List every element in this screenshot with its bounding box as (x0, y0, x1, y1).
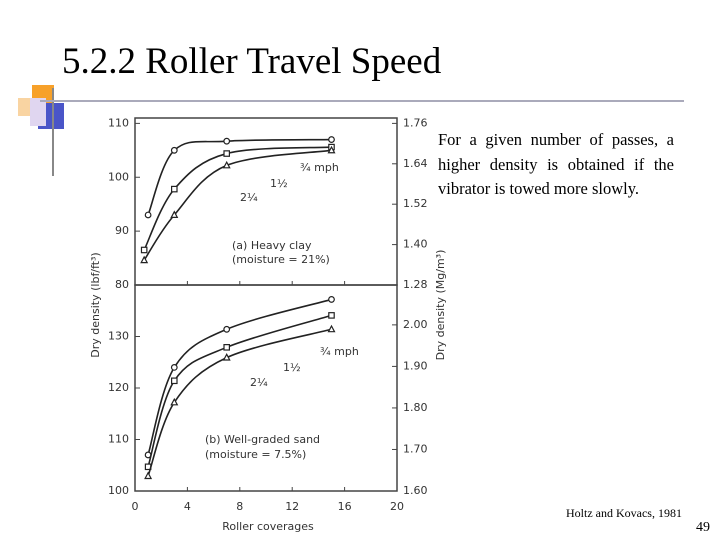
y2-tick-label: 1.80 (403, 401, 428, 414)
annotation: (moisture = 7.5%) (205, 448, 306, 461)
marker (170, 146, 178, 154)
series-line (147, 328, 332, 477)
x-axis-label: Roller coverages (222, 520, 314, 533)
y-axis-label: Dry density (lbf/ft³) (89, 252, 102, 357)
annotation: ¾ mph (300, 161, 339, 174)
marker (223, 325, 231, 333)
x-tick-label: 0 (132, 500, 139, 513)
y2-tick-label: 1.28 (403, 278, 428, 291)
marker (328, 312, 335, 319)
annotation: 2¼ (250, 376, 268, 389)
series-line (147, 138, 332, 216)
body-text: For a given number of passes, a higher d… (438, 130, 674, 198)
y2-tick-label: 1.90 (403, 359, 428, 372)
marker (171, 185, 178, 193)
y-tick-label: 130 (108, 330, 129, 343)
x-tick-label: 16 (338, 500, 352, 513)
x-tick-label: 20 (390, 500, 404, 513)
marker (328, 136, 335, 143)
marker (140, 246, 148, 254)
annotation: 2¼ (240, 191, 258, 204)
marker (144, 211, 152, 219)
marker (223, 344, 231, 351)
x-tick-label: 4 (184, 500, 191, 513)
series-line (147, 314, 332, 468)
y2-tick-label: 1.60 (403, 484, 428, 497)
marker (170, 397, 179, 406)
annotation: (a) Heavy clay (232, 239, 312, 252)
marker (222, 160, 231, 169)
annotation: ¾ mph (320, 345, 359, 358)
marker (327, 324, 336, 333)
y-tick-label: 110 (108, 116, 129, 129)
marker (328, 296, 335, 303)
y2-tick-label: 1.70 (403, 442, 428, 455)
y-tick-label: 100 (108, 484, 129, 497)
marker (140, 255, 149, 264)
marker (170, 210, 179, 218)
deco-square (30, 98, 46, 126)
annotation: (b) Well-graded sand (205, 433, 320, 446)
y-tick-label: 100 (108, 170, 129, 183)
y2-tick-label: 1.76 (403, 116, 428, 129)
y-tick-label: 80 (115, 278, 129, 291)
y-tick-label: 110 (108, 433, 129, 446)
citation: Holtz and Kovacs, 1981 (566, 506, 682, 520)
annotation: 1½ (283, 361, 301, 374)
series-line (147, 298, 332, 456)
marker (223, 150, 231, 157)
x-tick-label: 8 (236, 500, 243, 513)
y-tick-label: 120 (108, 381, 129, 394)
y2-tick-label: 1.64 (403, 157, 428, 170)
y2-axis-label: Dry density (Mg/m³) (434, 250, 447, 361)
y2-tick-label: 2.00 (403, 318, 428, 331)
series-line (143, 146, 332, 251)
marker (327, 145, 336, 154)
x-tick-label: 12 (285, 500, 299, 513)
marker (223, 137, 231, 145)
marker (171, 377, 178, 385)
y2-tick-label: 1.52 (403, 197, 428, 210)
y2-tick-label: 1.40 (403, 238, 428, 251)
annotation: 1½ (270, 177, 288, 190)
page-number: 49 (696, 520, 710, 535)
series-line (143, 149, 332, 261)
marker (222, 353, 231, 361)
marker (144, 471, 153, 480)
marker (170, 364, 178, 371)
annotation: (moisture = 21%) (232, 253, 330, 266)
y-tick-label: 90 (115, 224, 129, 237)
slide-title: 5.2.2 Roller Travel Speed (62, 41, 442, 82)
